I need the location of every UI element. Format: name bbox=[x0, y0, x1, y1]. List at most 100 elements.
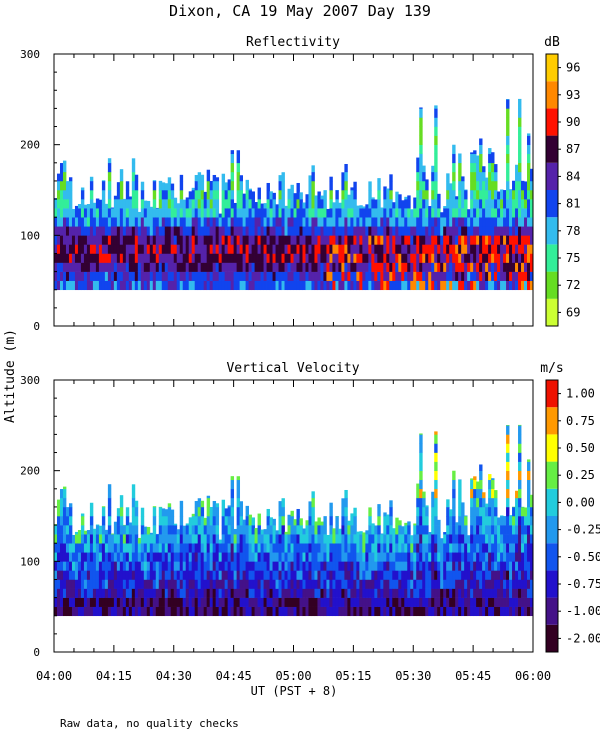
heatmap-cell bbox=[131, 597, 136, 607]
heatmap-cell bbox=[374, 570, 378, 580]
heatmap-cell bbox=[224, 182, 229, 191]
heatmap-cell bbox=[305, 226, 309, 236]
heatmap-cell bbox=[413, 597, 417, 607]
heatmap-cell bbox=[197, 253, 202, 263]
heatmap-cell bbox=[371, 534, 375, 544]
heatmap-cell bbox=[374, 235, 378, 245]
heatmap-cell bbox=[278, 579, 282, 589]
heatmap-cell bbox=[116, 570, 121, 580]
heatmap-cell bbox=[206, 180, 211, 191]
heatmap-cell bbox=[152, 226, 157, 236]
heatmap-cell bbox=[80, 552, 85, 562]
heatmap-cell bbox=[86, 588, 91, 598]
heatmap-cell bbox=[218, 597, 223, 607]
heatmap-cell bbox=[455, 196, 459, 200]
heatmap-cell bbox=[131, 208, 136, 218]
heatmap-cell bbox=[413, 534, 417, 544]
heatmap-cell bbox=[185, 226, 190, 236]
heatmap-cell bbox=[92, 597, 97, 607]
heatmap-cell bbox=[302, 561, 306, 571]
heatmap-cell bbox=[191, 262, 196, 272]
heatmap-cell bbox=[341, 525, 345, 535]
heatmap-cell bbox=[137, 226, 142, 236]
heatmap-cell bbox=[284, 280, 288, 291]
heatmap-cell bbox=[254, 561, 258, 571]
heatmap-cell bbox=[521, 506, 525, 517]
heatmap-cell bbox=[485, 262, 489, 272]
heatmap-cell bbox=[473, 217, 477, 227]
heatmap-cell bbox=[479, 171, 483, 182]
heatmap-cell bbox=[461, 190, 465, 200]
heatmap-cell bbox=[164, 579, 169, 589]
heatmap-cell bbox=[182, 579, 187, 589]
heatmap-cell bbox=[191, 217, 196, 227]
heatmap-cell bbox=[83, 226, 88, 236]
heatmap-cell bbox=[398, 217, 402, 227]
heatmap-cell bbox=[398, 271, 402, 281]
heatmap-cell bbox=[65, 235, 70, 245]
heatmap-cell bbox=[158, 588, 163, 598]
heatmap-cell bbox=[359, 271, 363, 281]
heatmap-cell bbox=[371, 271, 375, 281]
heatmap-cell bbox=[206, 588, 211, 598]
heatmap-cell bbox=[341, 172, 345, 182]
heatmap-cell bbox=[326, 280, 330, 291]
heatmap-cell bbox=[389, 262, 393, 272]
heatmap-cell bbox=[479, 552, 483, 562]
heatmap-cell bbox=[518, 108, 522, 118]
heatmap-cell bbox=[221, 180, 226, 191]
heatmap-cell bbox=[368, 253, 372, 263]
heatmap-cell bbox=[158, 180, 163, 191]
heatmap-cell bbox=[158, 199, 163, 209]
heatmap-cell bbox=[203, 244, 208, 254]
heatmap-cell bbox=[341, 534, 345, 544]
heatmap-cell bbox=[461, 226, 465, 236]
heatmap-cell bbox=[107, 217, 112, 227]
heatmap-cell bbox=[362, 570, 366, 580]
heatmap-cell bbox=[215, 226, 220, 236]
heatmap-cell bbox=[335, 534, 339, 544]
heatmap-cell bbox=[491, 153, 495, 164]
heatmap-cell bbox=[230, 534, 235, 544]
heatmap-cell bbox=[449, 199, 453, 209]
heatmap-cell bbox=[200, 525, 205, 535]
heatmap-cell bbox=[503, 534, 507, 544]
heatmap-cell bbox=[185, 552, 190, 562]
heatmap-cell bbox=[206, 280, 211, 291]
heatmap-cell bbox=[116, 208, 121, 218]
heatmap-cell bbox=[200, 271, 205, 281]
heatmap-cell bbox=[161, 217, 166, 227]
heatmap-cell bbox=[233, 271, 238, 281]
heatmap-cell bbox=[296, 534, 300, 544]
heatmap-cell bbox=[92, 579, 97, 589]
heatmap-cell bbox=[344, 506, 348, 517]
heatmap-cell bbox=[509, 271, 513, 281]
heatmap-cell bbox=[128, 226, 133, 236]
heatmap-cell bbox=[308, 253, 312, 263]
heatmap-cell bbox=[245, 244, 249, 254]
heatmap-cell bbox=[269, 280, 273, 291]
heatmap-cell bbox=[284, 208, 288, 218]
heatmap-cell bbox=[128, 280, 133, 291]
heatmap-cell bbox=[452, 280, 456, 291]
heatmap-cell bbox=[284, 552, 288, 562]
heatmap-cell bbox=[275, 271, 279, 281]
heatmap-cell bbox=[266, 606, 270, 617]
heatmap-cell bbox=[506, 570, 510, 580]
heatmap-cell bbox=[359, 579, 363, 589]
velocity-units: m/s bbox=[540, 361, 563, 376]
heatmap-cell bbox=[422, 165, 426, 173]
heatmap-cell bbox=[245, 235, 249, 245]
heatmap-cell bbox=[68, 217, 73, 227]
heatmap-cell bbox=[203, 543, 208, 553]
heatmap-cell bbox=[200, 253, 205, 263]
heatmap-cell bbox=[212, 253, 217, 263]
heatmap-cell bbox=[275, 530, 279, 535]
heatmap-cell bbox=[335, 271, 339, 281]
heatmap-cell bbox=[131, 579, 136, 589]
heatmap-cell bbox=[287, 217, 291, 227]
heatmap-cell bbox=[395, 244, 399, 254]
heatmap-cell bbox=[425, 534, 429, 544]
heatmap-cell bbox=[527, 459, 531, 462]
heatmap-cell bbox=[479, 588, 483, 598]
